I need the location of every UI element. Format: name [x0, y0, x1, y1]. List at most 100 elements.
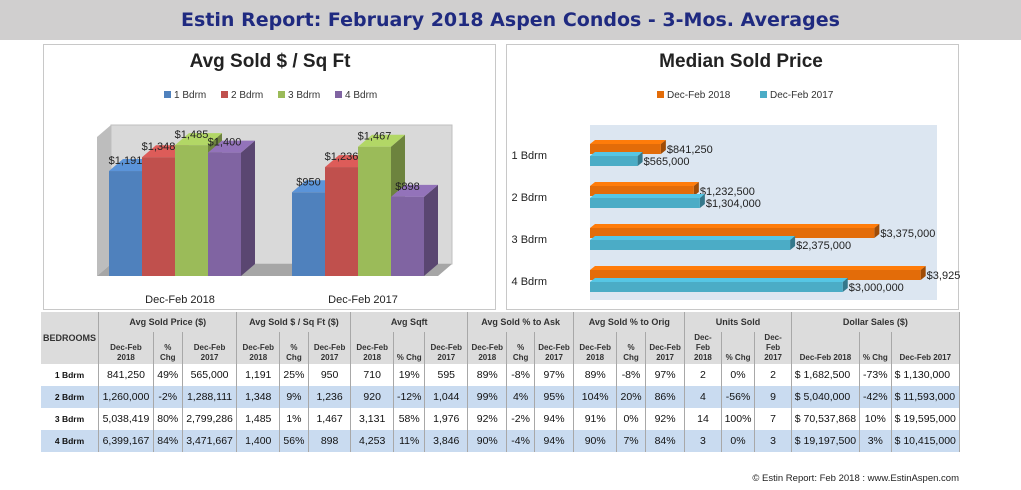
bar-side [874, 224, 880, 238]
table-row: 3 Bdrm 5,038,419 80% 2,799,286 1,485 1% 1,467 3… [41, 408, 961, 430]
table-column-header: % Chg [616, 332, 646, 364]
table-cell: $ 1,130,000 [891, 364, 961, 386]
table-cell: 3,471,667 [182, 430, 238, 452]
row-label: 3 Bdrm [41, 408, 100, 430]
bar-data-label: $565,000 [644, 156, 690, 168]
table-column-header: Dec-Feb 2017 [891, 332, 961, 364]
table-cell: 86% [645, 386, 686, 408]
table-column-header: % Chg [721, 332, 756, 364]
bar-dec-feb-2017-3 [590, 240, 791, 250]
bar-dec-feb-2018-1 [590, 144, 661, 154]
table-cell: 0% [721, 430, 756, 452]
legend-label-3: 3 Bdrm [288, 90, 320, 101]
legend-swatch-3 [278, 91, 285, 98]
table-cell: 1,467 [308, 408, 352, 430]
table-cell: 4,253 [350, 430, 394, 452]
chart-title: Avg Sold $ / Sq Ft [190, 51, 351, 72]
table-cell: $ 19,197,500 [791, 430, 861, 452]
bar-side [699, 194, 705, 208]
table-column-header: % Chg [393, 332, 426, 364]
table-cell: 1,288,111 [182, 386, 238, 408]
bar-data-label: $2,375,000 [796, 240, 851, 252]
bar-side [693, 182, 699, 196]
table-row: 2 Bdrm 1,260,000 -2% 1,288,111 1,348 9% 1,236 9… [41, 386, 961, 408]
table-cell: -56% [721, 386, 756, 408]
table-cell: -42% [859, 386, 892, 408]
table-cell: 3% [859, 430, 892, 452]
row-label: 4 Bdrm [41, 430, 100, 452]
table-cell: 10% [859, 408, 892, 430]
table-cell: $ 11,593,000 [891, 386, 961, 408]
x-tick-label: Dec-Feb 2017 [328, 294, 398, 306]
table-row: 1 Bdrm 841,250 49% 565,000 1,191 25% 950 710 19%… [41, 364, 961, 386]
table-cell: 97% [534, 364, 575, 386]
table-cell: 898 [308, 430, 352, 452]
table-cell: 97% [645, 364, 686, 386]
table-cell: 3,131 [350, 408, 394, 430]
table-column-header: % Chg [279, 332, 309, 364]
footer-credit: © Estin Report: Feb 2018 : www.EstinAspe… [752, 473, 959, 484]
table-cell: -2% [153, 386, 183, 408]
x-tick-label: Dec-Feb 2018 [145, 294, 215, 306]
bar-top [590, 152, 643, 156]
table-column-header: Dec-Feb 2017 [645, 332, 686, 364]
table-cell: 5,038,419 [98, 408, 154, 430]
table-column-header: Dec-Feb 2017 [534, 332, 575, 364]
table-cell: 710 [350, 364, 394, 386]
bar-dec-feb-2018-4 [590, 270, 921, 280]
bar-dec-feb-2017-4 [590, 282, 843, 292]
bar-data-label: $841,250 [667, 144, 713, 156]
bar-1-bdrm-2 [292, 192, 325, 276]
table-group-header: Dollar Sales ($) [791, 312, 961, 332]
bar-top [590, 194, 705, 198]
bar-top [590, 224, 880, 228]
table-body: 1 Bdrm 841,250 49% 565,000 1,191 25% 950 710 19%… [41, 364, 961, 452]
table-cell: 1,260,000 [98, 386, 154, 408]
table-cell: 89% [467, 364, 508, 386]
bar-side [842, 278, 848, 292]
legend-swatch-4 [335, 91, 342, 98]
bar-side [637, 152, 643, 166]
table-group-header-row: BEDROOMS Avg Sold Price ($) Avg Sold $ / … [41, 312, 961, 364]
bar-data-label: $1,467 [358, 131, 392, 143]
table-cell: 9% [279, 386, 309, 408]
table-cell: 3 [684, 430, 722, 452]
chart-side-wall [97, 125, 111, 276]
table-cell: 1% [279, 408, 309, 430]
y-tick-label: 3 Bdrm [512, 234, 547, 246]
legend-swatch-2 [221, 91, 228, 98]
table-cell: 565,000 [182, 364, 238, 386]
bar-dec-feb-2017-1 [590, 156, 638, 166]
bar-2-bdrm-1 [142, 157, 175, 276]
table-cell: 841,250 [98, 364, 154, 386]
bedrooms-header: BEDROOMS [41, 312, 100, 364]
bar-1-bdrm-1 [109, 171, 142, 276]
bar-data-label: $950 [296, 176, 320, 188]
table-row: 4 Bdrm 6,399,167 84% 3,471,667 1,400 56% 898 4,… [41, 430, 961, 452]
table-cell: 58% [393, 408, 426, 430]
table-cell: 95% [534, 386, 575, 408]
y-tick-label: 2 Bdrm [512, 192, 547, 204]
table-cell: 104% [573, 386, 618, 408]
table-cell: -2% [506, 408, 535, 430]
bar-top [391, 184, 438, 197]
bar-3-bdrm-1 [175, 145, 208, 276]
table-group-header: Avg Sold % to Orig [573, 312, 686, 332]
table-column-header: Dec-Feb 2018 [98, 332, 154, 364]
legend-label-1: 1 Bdrm [174, 90, 206, 101]
bar-top [590, 236, 796, 240]
table-cell: 90% [573, 430, 618, 452]
avg-sold-per-sqft-chart-panel: Avg Sold $ / Sq Ft 1 Bdrm 2 Bdrm 3 Bdrm 4 Bd… [43, 44, 496, 310]
bar-4-bdrm-2 [391, 196, 424, 276]
table-cell: 0% [721, 364, 756, 386]
bar-top [358, 134, 405, 147]
legend-label-1: Dec-Feb 2018 [667, 90, 731, 101]
bar-side [790, 236, 796, 250]
bar-data-label: $3,925,000 [927, 270, 960, 282]
bar-data-label: $1,232,500 [700, 186, 755, 198]
table-cell: 14 [684, 408, 722, 430]
table-column-header: % Chg [153, 332, 183, 364]
bar-data-label: $898 [395, 181, 419, 193]
table-cell: 9 [754, 386, 792, 408]
legend-label-2: Dec-Feb 2017 [770, 90, 834, 101]
